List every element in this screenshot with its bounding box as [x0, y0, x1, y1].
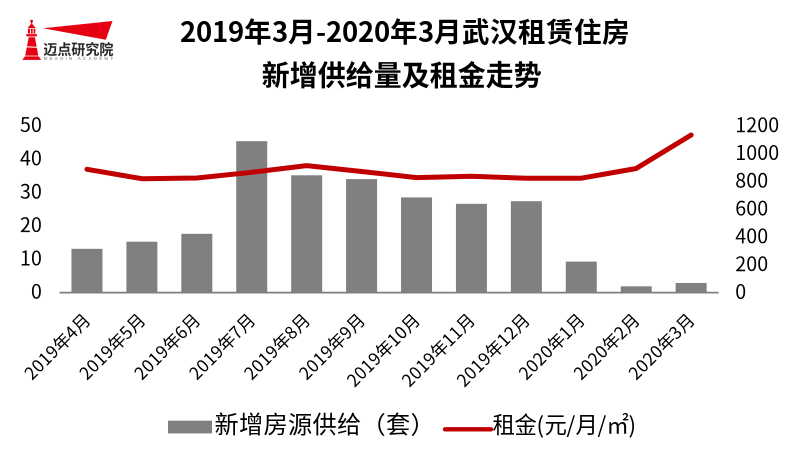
svg-text:MEADIN ACADEMY: MEADIN ACADEMY — [44, 56, 116, 61]
